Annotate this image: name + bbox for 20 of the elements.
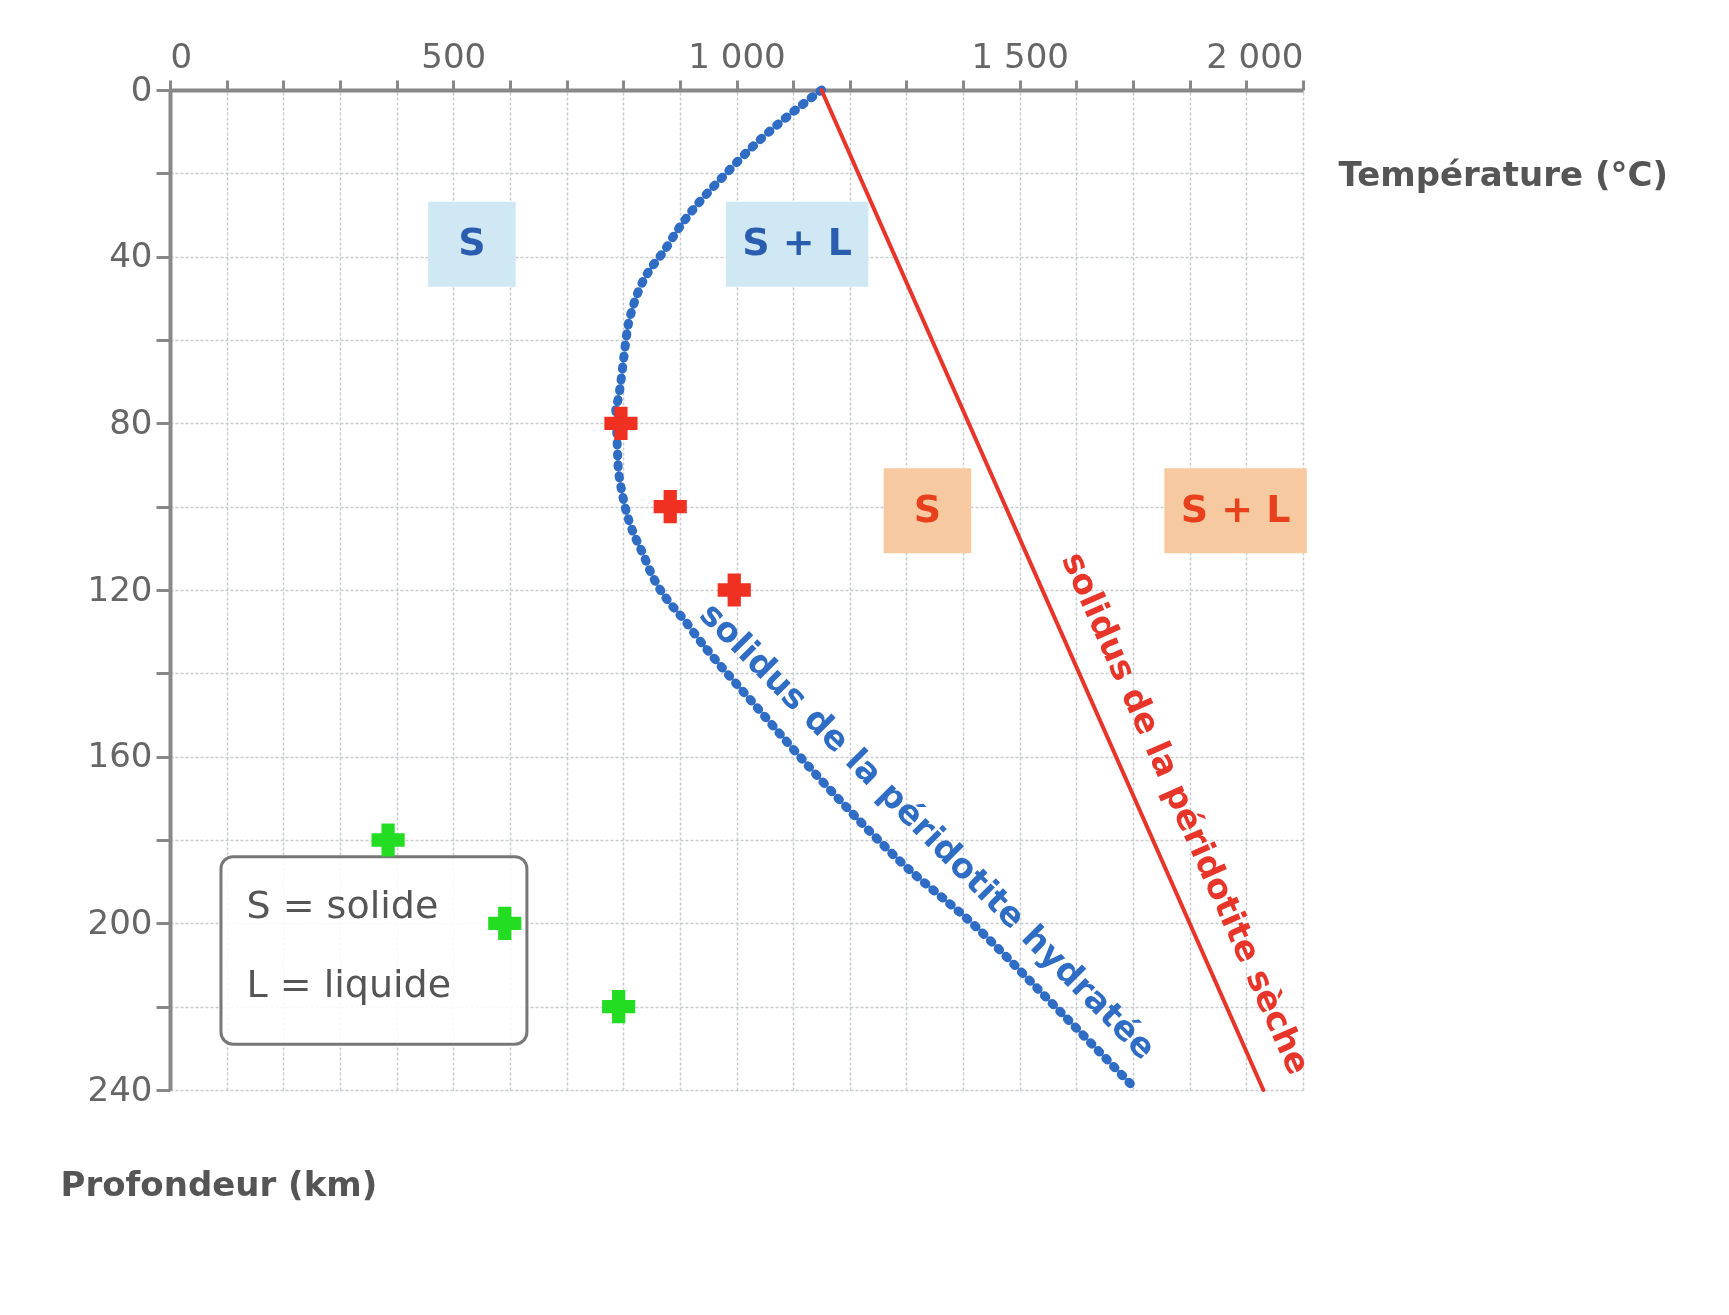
x-tick-label: 2 000 [1206, 35, 1304, 76]
x-tick-label: 1 000 [688, 35, 786, 76]
y-tick-label: 0 [130, 68, 153, 109]
x-tick-label: 0 [170, 35, 193, 76]
y-tick-label: 80 [109, 401, 153, 442]
annotation: S + L [742, 220, 853, 265]
x-tick-label: 1 500 [971, 35, 1069, 76]
annotation: L = liquide [246, 961, 452, 1006]
y-tick-label: 240 [87, 1068, 153, 1109]
annotation: S [913, 486, 942, 531]
x-axis-title: Température (°C) [1338, 153, 1668, 194]
annotation: S + L [1180, 486, 1291, 531]
annotation: S [458, 220, 486, 265]
y-tick-label: 120 [87, 568, 153, 609]
x-tick-label: 500 [421, 35, 487, 76]
y-tick-label: 40 [109, 235, 153, 276]
y-tick-label: 200 [87, 901, 153, 942]
y-axis-title: Profondeur (km) [60, 1163, 378, 1204]
annotation: S = solide [246, 882, 439, 927]
y-tick-label: 160 [87, 735, 153, 776]
